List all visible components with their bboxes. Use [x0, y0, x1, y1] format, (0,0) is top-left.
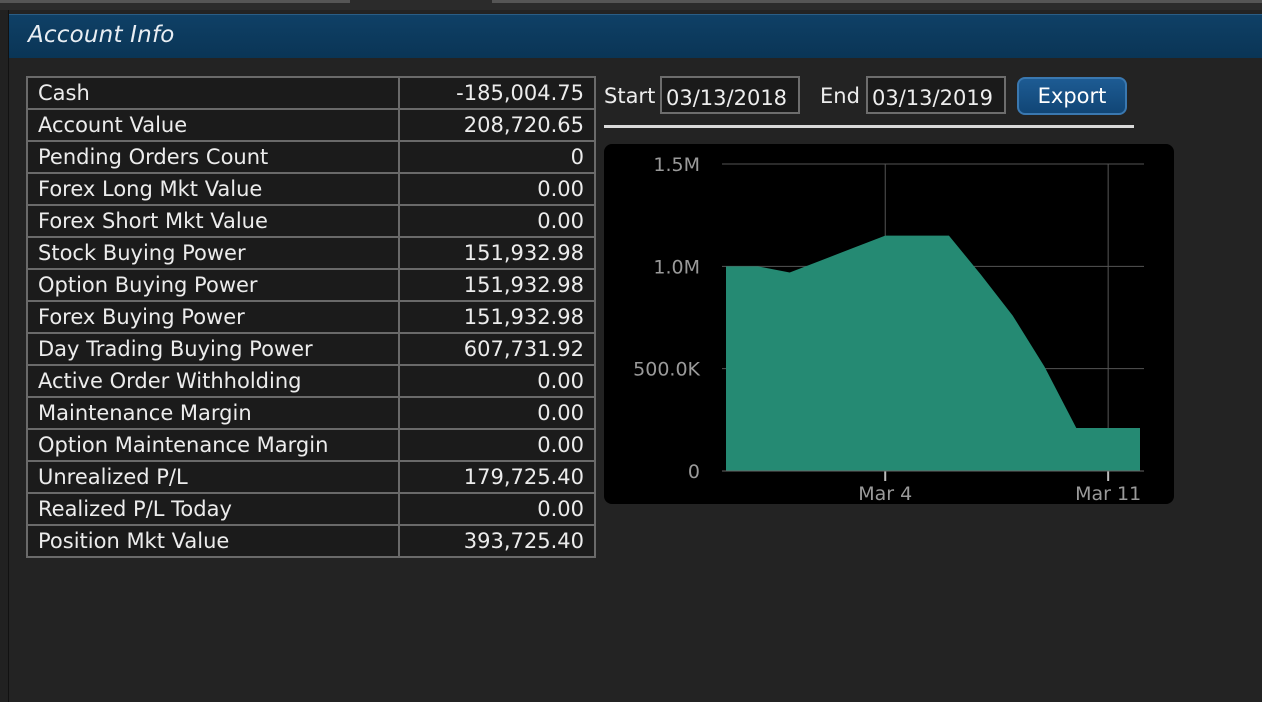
table-row: Forex Short Mkt Value 0.00 — [26, 204, 596, 238]
account-info-table: Cash -185,004.75 Account Value 208,720.65 Pe… — [26, 76, 596, 558]
row-value: 0 — [398, 140, 596, 174]
account-value-chart: 0 500.0K 1.0M 1.5M Mar 4 Mar 11 — [604, 144, 1174, 504]
window-top-strip — [0, 0, 1262, 10]
top-tab-divider — [0, 0, 350, 3]
y-tick-label: 1.0M — [653, 256, 700, 278]
row-label: Forex Short Mkt Value — [26, 204, 400, 238]
row-label: Forex Long Mkt Value — [26, 172, 400, 206]
table-row: Active Order Withholding 0.00 — [26, 364, 596, 398]
table-row: Day Trading Buying Power 607,731.92 — [26, 332, 596, 366]
y-tick-label: 1.5M — [653, 154, 700, 176]
row-label: Account Value — [26, 108, 400, 142]
table-row: Position Mkt Value 393,725.40 — [26, 524, 596, 558]
row-value: 0.00 — [398, 396, 596, 430]
row-value: 151,932.98 — [398, 236, 596, 270]
row-label: Option Maintenance Margin — [26, 428, 400, 462]
table-row: Pending Orders Count 0 — [26, 140, 596, 174]
row-label: Active Order Withholding — [26, 364, 400, 398]
chart-svg: 0 500.0K 1.0M 1.5M Mar 4 Mar 11 — [633, 154, 1144, 504]
row-label: Option Buying Power — [26, 268, 400, 302]
row-label: Cash — [26, 76, 400, 110]
row-label: Day Trading Buying Power — [26, 332, 400, 366]
row-label: Forex Buying Power — [26, 300, 400, 334]
start-label: Start — [604, 84, 656, 108]
row-value: 208,720.65 — [398, 108, 596, 142]
table-row: Option Maintenance Margin 0.00 — [26, 428, 596, 462]
row-value: 607,731.92 — [398, 332, 596, 366]
row-label: Pending Orders Count — [26, 140, 400, 174]
row-value: -185,004.75 — [398, 76, 596, 110]
table-row: Realized P/L Today 0.00 — [26, 492, 596, 526]
x-tick-label: Mar 11 — [1075, 483, 1141, 504]
table-row: Stock Buying Power 151,932.98 — [26, 236, 596, 270]
controls-divider — [604, 125, 1134, 128]
top-tab-divider — [492, 0, 1262, 3]
row-label: Position Mkt Value — [26, 524, 400, 558]
row-label: Unrealized P/L — [26, 460, 400, 494]
area-series — [726, 235, 1140, 471]
row-value: 151,932.98 — [398, 300, 596, 334]
date-range-controls: Start End Export — [604, 76, 1144, 116]
export-button[interactable]: Export — [1017, 77, 1127, 115]
start-date-input[interactable] — [660, 76, 800, 114]
row-label: Maintenance Margin — [26, 396, 400, 430]
table-row: Cash -185,004.75 — [26, 76, 596, 110]
row-value: 151,932.98 — [398, 268, 596, 302]
table-row: Forex Long Mkt Value 0.00 — [26, 172, 596, 206]
row-value: 0.00 — [398, 364, 596, 398]
x-tick-label: Mar 4 — [858, 483, 912, 504]
row-value: 0.00 — [398, 492, 596, 526]
row-value: 0.00 — [398, 204, 596, 238]
row-value: 393,725.40 — [398, 524, 596, 558]
y-tick-label: 500.0K — [633, 359, 700, 381]
row-label: Stock Buying Power — [26, 236, 400, 270]
row-value: 0.00 — [398, 172, 596, 206]
table-row: Option Buying Power 151,932.98 — [26, 268, 596, 302]
y-tick-label: 0 — [688, 461, 700, 483]
panel-title-bar: Account Info — [9, 14, 1262, 58]
end-date-input[interactable] — [866, 76, 1006, 114]
panel-title: Account Info — [28, 22, 175, 48]
row-value: 179,725.40 — [398, 460, 596, 494]
table-row: Unrealized P/L 179,725.40 — [26, 460, 596, 494]
row-value: 0.00 — [398, 428, 596, 462]
table-row: Forex Buying Power 151,932.98 — [26, 300, 596, 334]
table-row: Maintenance Margin 0.00 — [26, 396, 596, 430]
end-label: End — [820, 84, 860, 108]
row-label: Realized P/L Today — [26, 492, 400, 526]
table-row: Account Value 208,720.65 — [26, 108, 596, 142]
